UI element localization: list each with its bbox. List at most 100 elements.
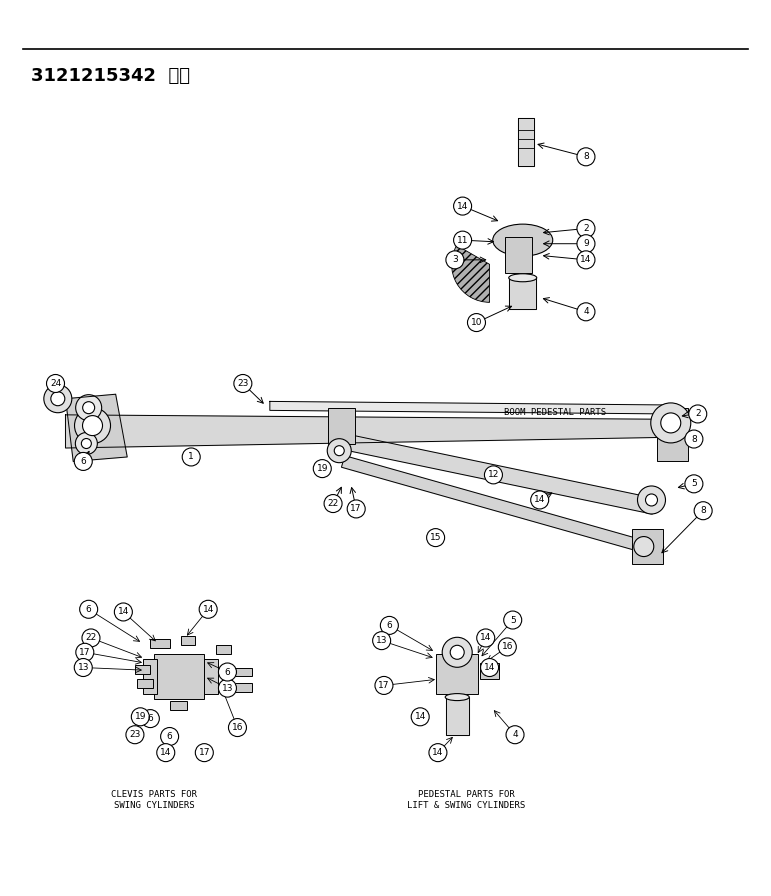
Circle shape [443,637,472,668]
Text: 14: 14 [203,605,214,614]
Text: 17: 17 [351,504,362,513]
Wedge shape [452,246,490,302]
Text: 12: 12 [488,470,499,479]
Circle shape [577,148,595,166]
Circle shape [46,375,65,392]
Circle shape [446,251,464,269]
Circle shape [218,679,237,697]
Text: 23: 23 [130,730,140,739]
Circle shape [313,460,332,478]
Circle shape [651,403,691,443]
Circle shape [577,235,595,253]
Text: 14: 14 [415,712,426,721]
Text: 17: 17 [379,681,389,690]
Bar [137,679,153,688]
Circle shape [74,452,93,470]
Circle shape [82,438,91,449]
Circle shape [634,537,654,556]
Text: 14: 14 [433,748,443,757]
Text: PEDESTAL PARTS FOR
LIFT & SWING CYLINDERS: PEDESTAL PARTS FOR LIFT & SWING CYLINDER… [407,790,526,810]
Polygon shape [66,415,671,448]
Bar [154,654,204,699]
Text: 8: 8 [700,506,706,515]
Text: 22: 22 [328,499,338,508]
Text: 4: 4 [583,307,589,316]
Circle shape [638,486,665,514]
Bar [216,645,231,654]
Text: 4: 4 [512,730,518,739]
Bar [181,636,195,645]
Circle shape [114,603,133,621]
Circle shape [645,494,658,506]
Text: 1: 1 [188,452,194,461]
Text: 24: 24 [50,379,61,388]
Bar [328,408,355,444]
Circle shape [689,405,707,423]
Circle shape [324,495,342,513]
Text: 5: 5 [691,479,697,488]
Text: 14: 14 [534,495,545,504]
Circle shape [694,502,712,520]
Bar [135,665,150,674]
Circle shape [685,475,703,493]
Circle shape [82,401,95,414]
Text: 2: 2 [583,224,589,233]
Circle shape [335,445,344,456]
Circle shape [661,413,681,433]
Bar [657,408,688,461]
Circle shape [347,500,365,518]
Circle shape [476,629,495,647]
Circle shape [182,448,200,466]
Text: 10: 10 [471,318,482,327]
Circle shape [82,416,103,435]
Text: 2: 2 [695,409,701,418]
Text: 13: 13 [78,663,89,672]
Circle shape [530,491,549,509]
Text: 13: 13 [376,636,387,645]
Text: 14: 14 [480,633,491,642]
Circle shape [228,719,247,737]
Polygon shape [446,697,469,735]
Bar [480,663,499,679]
Circle shape [411,708,429,726]
Polygon shape [509,278,536,309]
Circle shape [453,231,472,249]
Circle shape [160,728,179,745]
Circle shape [51,392,65,406]
Circle shape [577,303,595,321]
Circle shape [141,710,160,728]
Ellipse shape [493,224,553,256]
Bar [150,639,170,648]
Circle shape [577,251,595,269]
Text: 22: 22 [86,633,96,642]
Circle shape [450,645,464,659]
Polygon shape [66,394,127,461]
Text: 6: 6 [167,732,173,741]
Text: 17: 17 [199,748,210,757]
Circle shape [44,384,72,413]
Text: 5: 5 [510,616,516,625]
Text: 9: 9 [583,239,589,248]
Circle shape [157,744,175,762]
Text: 3121215342  钻臂: 3121215342 钻臂 [31,67,190,85]
Circle shape [426,529,445,547]
Circle shape [375,676,393,694]
Circle shape [685,430,703,448]
Circle shape [453,197,472,215]
Bar [235,668,252,676]
Text: 15: 15 [430,533,441,542]
Text: 14: 14 [581,255,591,264]
Ellipse shape [445,694,470,701]
Circle shape [234,375,252,392]
Circle shape [218,663,237,681]
Circle shape [76,394,102,421]
Polygon shape [330,431,655,514]
Polygon shape [518,118,534,166]
Circle shape [131,708,150,726]
Circle shape [503,611,522,629]
Text: 14: 14 [118,607,129,616]
Text: 17: 17 [79,648,90,657]
Text: 14: 14 [457,202,468,211]
Text: BOOM PEDESTAL PARTS: BOOM PEDESTAL PARTS [504,408,606,417]
Text: 8: 8 [583,152,589,161]
